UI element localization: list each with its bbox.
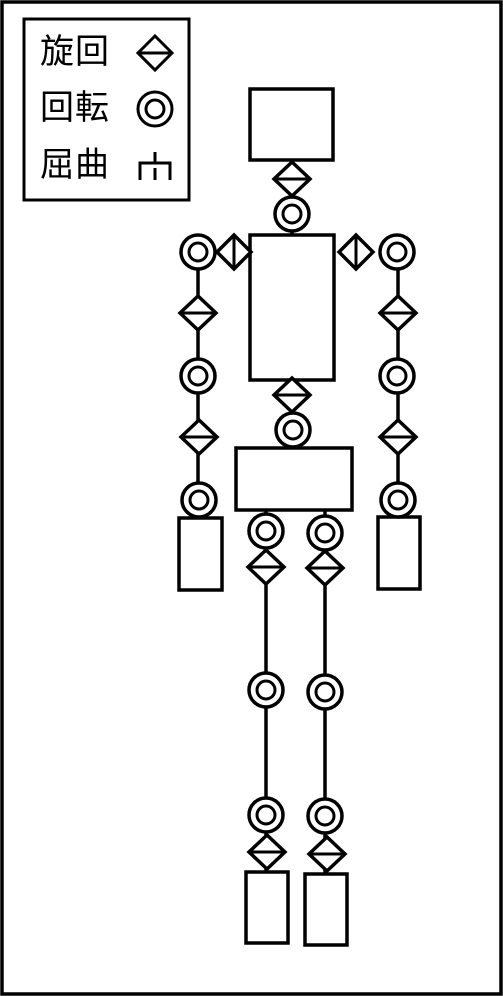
left-ankle-ring-joint xyxy=(247,796,285,834)
diamond-joint-icon xyxy=(135,33,175,73)
waist-diamond-joint xyxy=(271,375,313,415)
left-wrist-ring-joint xyxy=(180,481,218,519)
left-hip-ring-joint xyxy=(247,512,285,550)
neck-diamond-joint xyxy=(271,159,313,199)
left-upper-arm-diamond-joint xyxy=(177,293,219,333)
legend-label-bend: 屈曲 xyxy=(40,145,110,185)
torso-block xyxy=(248,233,336,382)
left-elbow-ring-joint xyxy=(179,357,217,395)
left-shoulder-diamond-joint xyxy=(214,232,254,272)
left-shoulder-ring-joint xyxy=(179,233,217,271)
right-hip-diamond-joint xyxy=(304,548,346,588)
left-foot-block xyxy=(244,870,290,945)
right-knee-ring-joint xyxy=(306,673,344,711)
legend-box xyxy=(22,17,191,202)
right-ankle-ring-joint xyxy=(306,797,344,835)
right-elbow-ring-joint xyxy=(378,357,416,395)
right-ankle-diamond-joint xyxy=(306,834,348,874)
left-hand-block xyxy=(177,516,224,592)
ring-joint-icon xyxy=(136,90,174,128)
left-hip-diamond-joint xyxy=(245,547,287,587)
right-upper-arm-diamond-joint xyxy=(377,293,419,333)
left-ankle-diamond-joint xyxy=(246,832,288,872)
right-shoulder-diamond-joint xyxy=(336,232,376,272)
left-forearm-diamond-joint xyxy=(178,417,220,457)
legend-label-rotation: 回転 xyxy=(40,88,110,128)
head-block xyxy=(248,87,335,162)
right-hip-ring-joint xyxy=(306,514,344,552)
left-knee-ring-joint xyxy=(247,671,285,709)
legend-label-swivel: 旋回 xyxy=(40,32,110,72)
right-shoulder-ring-joint xyxy=(378,233,416,271)
bend-joint-icon xyxy=(138,152,172,180)
right-forearm-diamond-joint xyxy=(377,417,419,457)
right-wrist-ring-joint xyxy=(379,481,417,519)
right-hand-block xyxy=(376,515,422,591)
waist-ring-joint xyxy=(274,411,312,449)
neck-ring-joint xyxy=(273,195,311,233)
right-foot-block xyxy=(303,872,349,947)
pelvis-block xyxy=(234,446,354,512)
